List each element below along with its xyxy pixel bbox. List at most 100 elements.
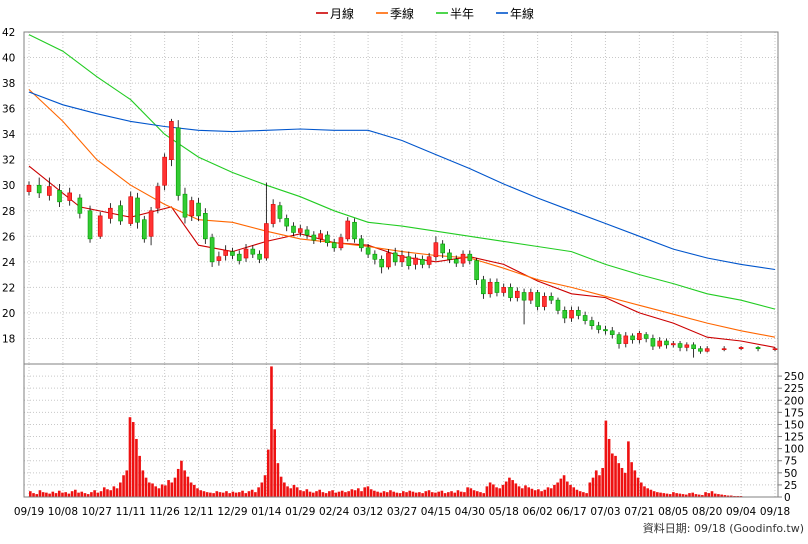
candle-body	[332, 243, 336, 248]
volume-bar	[489, 482, 492, 497]
x-tick-label: 07/21	[624, 506, 654, 518]
volume-bar	[370, 489, 373, 497]
volume-bar	[556, 482, 559, 497]
x-tick-label: 11/11	[116, 506, 146, 518]
candle-body	[78, 198, 82, 213]
volume-bar	[354, 490, 357, 497]
volume-tick-label: 175	[784, 407, 804, 419]
volume-tick-label: 200	[784, 395, 804, 407]
candle-body	[637, 333, 641, 339]
volume-bar	[225, 491, 228, 497]
candle-body	[400, 255, 404, 261]
price-tick-label: 42	[2, 27, 15, 39]
volume-bar	[61, 493, 64, 497]
volume-bar	[109, 490, 112, 497]
volume-bar	[605, 421, 608, 497]
volume-bar	[566, 482, 569, 497]
candle-body	[217, 257, 221, 261]
volume-bar	[492, 484, 495, 497]
candle-body	[529, 292, 533, 300]
volume-bar	[579, 491, 582, 497]
volume-bar	[351, 489, 354, 497]
volume-bar	[495, 487, 498, 497]
x-tick-label: 12/29	[217, 506, 247, 518]
candle-body	[353, 222, 357, 239]
volume-bar	[460, 492, 463, 497]
candle-body	[590, 321, 594, 326]
volume-bar	[650, 490, 653, 497]
legend-label: 年線	[510, 6, 534, 21]
volume-bar	[672, 492, 675, 497]
volume-bar	[572, 487, 575, 497]
candle-body	[285, 218, 289, 226]
volume-bar	[209, 493, 212, 497]
volume-bar	[84, 493, 87, 497]
volume-bar	[553, 485, 556, 497]
candle-body	[624, 336, 628, 344]
volume-bar	[270, 366, 273, 497]
volume-bar	[190, 482, 193, 497]
x-tick-label: 04/15	[421, 506, 451, 518]
volume-bar	[138, 456, 141, 497]
volume-bar	[222, 493, 225, 497]
volume-bar	[216, 491, 219, 497]
volume-bar	[232, 492, 235, 497]
candle-body	[264, 224, 268, 258]
volume-bar	[608, 439, 611, 497]
candle-body	[37, 185, 41, 193]
volume-bar	[228, 493, 231, 497]
volume-bar	[585, 493, 588, 497]
volume-bar	[45, 493, 48, 497]
volume-bar	[267, 450, 270, 497]
candle-body	[441, 244, 445, 253]
candle-body	[319, 234, 323, 239]
x-tick-label: 01/29	[285, 506, 315, 518]
volume-bar	[331, 490, 334, 497]
volume-bar	[283, 482, 286, 497]
volume-bar	[306, 489, 309, 497]
candle-body	[27, 185, 31, 191]
volume-bar	[334, 493, 337, 497]
candle-body	[644, 335, 648, 339]
volume-bar	[142, 470, 145, 497]
volume-bar	[379, 493, 382, 497]
volume-bar	[151, 483, 154, 497]
candle-body	[414, 258, 418, 264]
x-tick-label: 12/11	[183, 506, 213, 518]
candle-body	[515, 291, 519, 297]
x-tick-label: 09/04	[726, 506, 757, 518]
volume-bar	[93, 490, 96, 497]
legend-label: 半年	[450, 7, 474, 21]
candle-body	[475, 261, 479, 280]
volume-bar	[180, 461, 183, 497]
volume-bar	[106, 489, 109, 497]
volume-bar	[547, 487, 550, 497]
price-tick-label: 32	[2, 155, 15, 167]
volume-bar	[611, 453, 614, 497]
volume-tick-label: 225	[784, 383, 804, 395]
candle-body	[346, 221, 350, 239]
candle-body	[58, 190, 62, 201]
candle-body	[427, 257, 431, 265]
volume-tick-label: 75	[784, 456, 797, 468]
volume-bar	[617, 463, 620, 497]
volume-bar	[434, 493, 437, 497]
volume-bar	[537, 489, 540, 497]
candle-body	[756, 347, 760, 348]
volume-bar	[521, 488, 524, 497]
volume-bar	[662, 493, 665, 497]
volume-bar	[219, 492, 222, 497]
x-tick-label: 10/27	[82, 506, 112, 518]
x-tick-label: 08/20	[692, 506, 722, 518]
volume-bar	[312, 493, 315, 497]
volume-bar	[164, 485, 167, 497]
volume-bar	[116, 488, 119, 497]
volume-bar	[251, 490, 254, 497]
candle-body	[434, 243, 438, 257]
volume-bar	[383, 491, 386, 497]
x-tick-label: 09/19	[14, 506, 44, 518]
candle-body	[271, 204, 275, 223]
volume-bar	[254, 492, 257, 497]
